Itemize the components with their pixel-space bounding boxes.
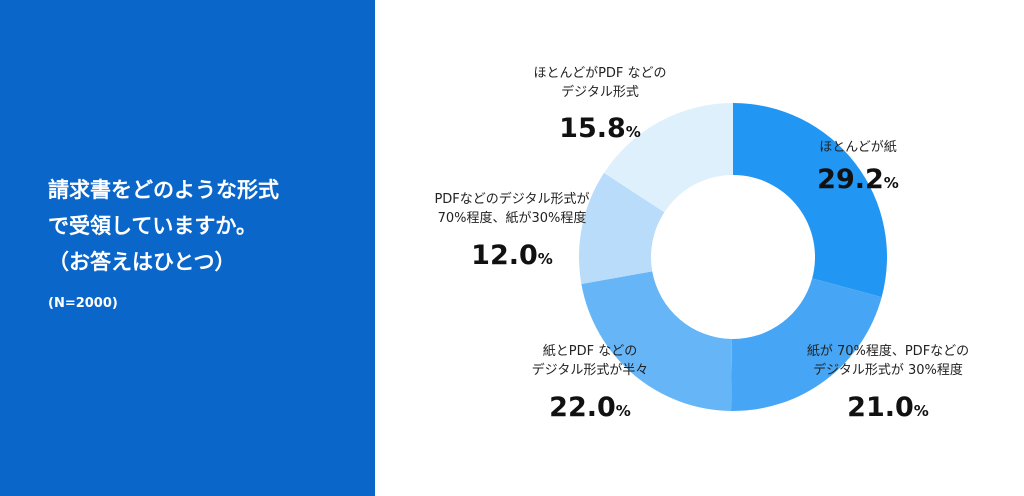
slice-label: ほとんどがPDF などの デジタル形式 (533, 66, 667, 100)
donut-slice (578, 172, 665, 284)
value-unit: % (537, 250, 553, 268)
slice-label: ほとんどが紙 (819, 140, 897, 155)
slice-value: 21.0% (847, 392, 929, 423)
slice-value: 12.0% (471, 240, 553, 271)
slice-value: 22.0% (549, 392, 631, 423)
donut-slice (731, 278, 882, 412)
value-unit: % (913, 402, 929, 420)
chart-title: 請求書をどのような形式 で受領していますか。 （お答えはひとつ） (48, 178, 279, 274)
value-number: 21.0 (847, 392, 914, 423)
value-number: 29.2 (817, 164, 884, 195)
value-unit: % (883, 174, 899, 192)
chart-subtitle: (N=2000) (48, 296, 118, 311)
donut-slice (581, 271, 732, 411)
left-panel: 請求書をどのような形式 で受領していますか。 （お答えはひとつ） (N=2000… (0, 0, 375, 496)
value-number: 22.0 (549, 392, 616, 423)
value-unit: % (625, 123, 641, 141)
slice-label: 紙とPDF などの デジタル形式が半々 (531, 344, 649, 378)
slice-label: PDFなどのデジタル形式が 70%程度、紙が30%程度 (434, 192, 590, 226)
value-unit: % (615, 402, 631, 420)
slice-value: 29.2% (817, 164, 899, 195)
donut-slice (604, 103, 733, 213)
value-number: 12.0 (471, 240, 538, 271)
slice-label: 紙が 70%程度、PDFなどの デジタル形式が 30%程度 (806, 344, 970, 378)
value-number: 15.8 (559, 113, 626, 144)
donut-slice (733, 103, 888, 298)
slice-value: 15.8% (559, 113, 641, 144)
